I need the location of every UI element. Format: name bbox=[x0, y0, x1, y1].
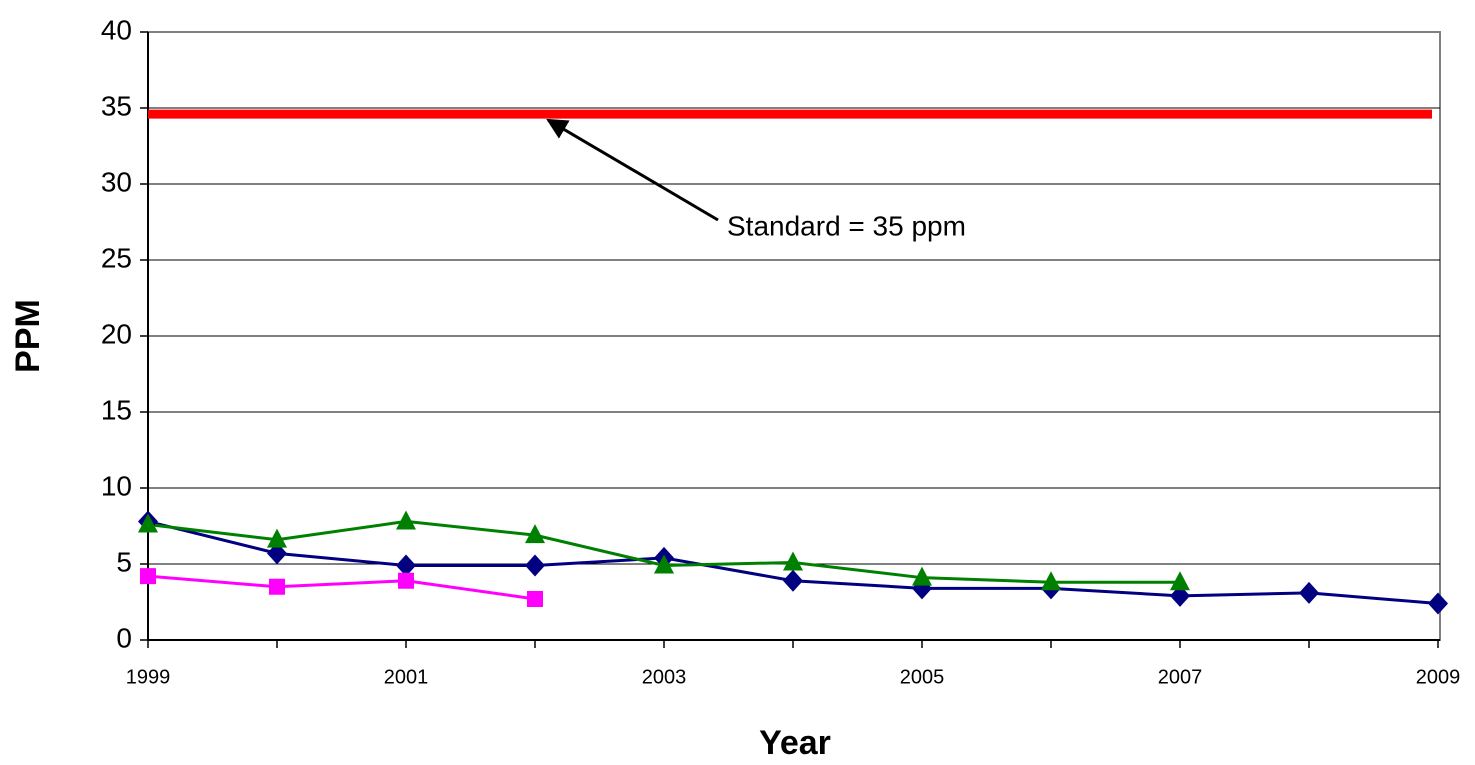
marker bbox=[138, 513, 158, 533]
marker bbox=[396, 510, 416, 530]
marker bbox=[527, 590, 543, 607]
y-tick-label: 20 bbox=[101, 318, 132, 349]
y-tick-label: 0 bbox=[116, 622, 132, 653]
x-tick-label: 1999 bbox=[126, 666, 171, 688]
y-tick-label: 40 bbox=[101, 14, 132, 45]
marker bbox=[654, 554, 674, 574]
y-tick-label: 30 bbox=[101, 166, 132, 197]
marker bbox=[783, 551, 803, 571]
y-tick-label: 15 bbox=[101, 394, 132, 425]
marker bbox=[269, 578, 285, 595]
y-tick-label: 25 bbox=[101, 242, 132, 273]
x-tick-label: 2005 bbox=[900, 666, 945, 688]
marks bbox=[138, 109, 1448, 615]
grid: 0 5 10 15 20 25 30 35 40 1999 2001 2003 2005 2007 2009 bbox=[101, 14, 1460, 688]
marker bbox=[398, 572, 414, 589]
x-tick-label: 2003 bbox=[642, 666, 687, 688]
marker bbox=[1299, 581, 1319, 604]
marker bbox=[1170, 571, 1190, 591]
marker bbox=[525, 524, 545, 544]
series-line bbox=[147, 574, 536, 601]
x-tick-label: 2007 bbox=[1158, 666, 1203, 688]
marker bbox=[1428, 592, 1448, 615]
marker bbox=[140, 568, 156, 585]
y-tick-label: 35 bbox=[101, 90, 132, 121]
y-axis-title: PPM bbox=[9, 299, 47, 373]
marker bbox=[396, 554, 416, 577]
marker bbox=[912, 566, 932, 586]
marker bbox=[267, 542, 287, 565]
marker bbox=[1041, 571, 1061, 591]
marker bbox=[1170, 584, 1190, 607]
marker bbox=[525, 554, 545, 577]
marker bbox=[267, 528, 287, 548]
annotation: Standard = 35 ppm bbox=[727, 210, 966, 241]
y-tick-label: 5 bbox=[116, 546, 132, 577]
x-tick-label: 2001 bbox=[384, 666, 429, 688]
marker bbox=[783, 569, 803, 592]
x-tick-label: 2009 bbox=[1416, 666, 1461, 688]
y-tick-label: 10 bbox=[101, 470, 132, 501]
annotation-arrow bbox=[546, 118, 719, 222]
x-axis-title: Year bbox=[759, 724, 831, 762]
